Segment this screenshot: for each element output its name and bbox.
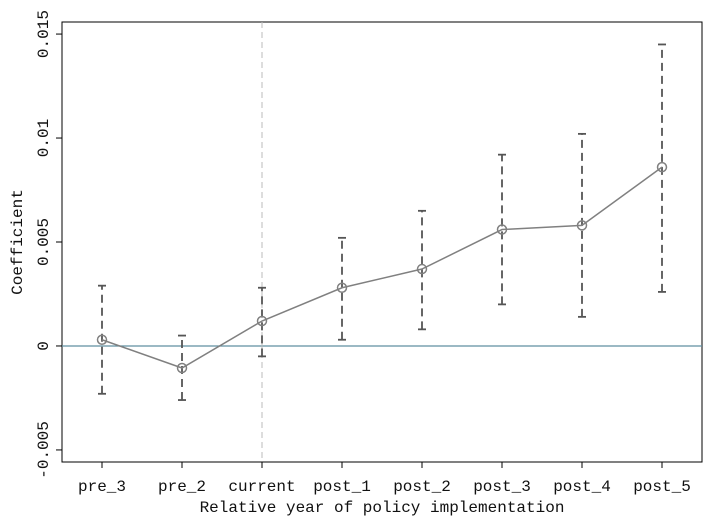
y-tick-label: 0.005 xyxy=(35,218,53,266)
y-tick-label: 0 xyxy=(35,341,53,351)
x-tick-label: post_3 xyxy=(473,478,531,496)
y-axis-title: Coefficient xyxy=(9,189,27,295)
x-tick-label: post_2 xyxy=(393,478,451,496)
point xyxy=(416,263,428,275)
x-axis-title: Relative year of policy implementation xyxy=(200,499,565,517)
x-tick-label: post_1 xyxy=(313,478,371,496)
plot-frame xyxy=(61,21,703,463)
x-tick-label: current xyxy=(228,478,295,496)
x-tick-label: pre_2 xyxy=(158,478,206,496)
point xyxy=(656,161,668,173)
point xyxy=(176,362,188,374)
point xyxy=(576,220,588,231)
series-line xyxy=(101,166,663,369)
point xyxy=(336,282,348,293)
point xyxy=(96,334,108,345)
y-tick-label: 0.015 xyxy=(35,10,53,58)
y-tick-label: -0.005 xyxy=(35,421,53,479)
point xyxy=(256,315,268,327)
point xyxy=(496,224,508,235)
y-tick-label: 0.01 xyxy=(35,119,53,157)
x-tick-label: post_5 xyxy=(633,478,691,496)
x-tick-label: post_4 xyxy=(553,478,611,496)
x-tick-label: pre_3 xyxy=(78,478,126,496)
